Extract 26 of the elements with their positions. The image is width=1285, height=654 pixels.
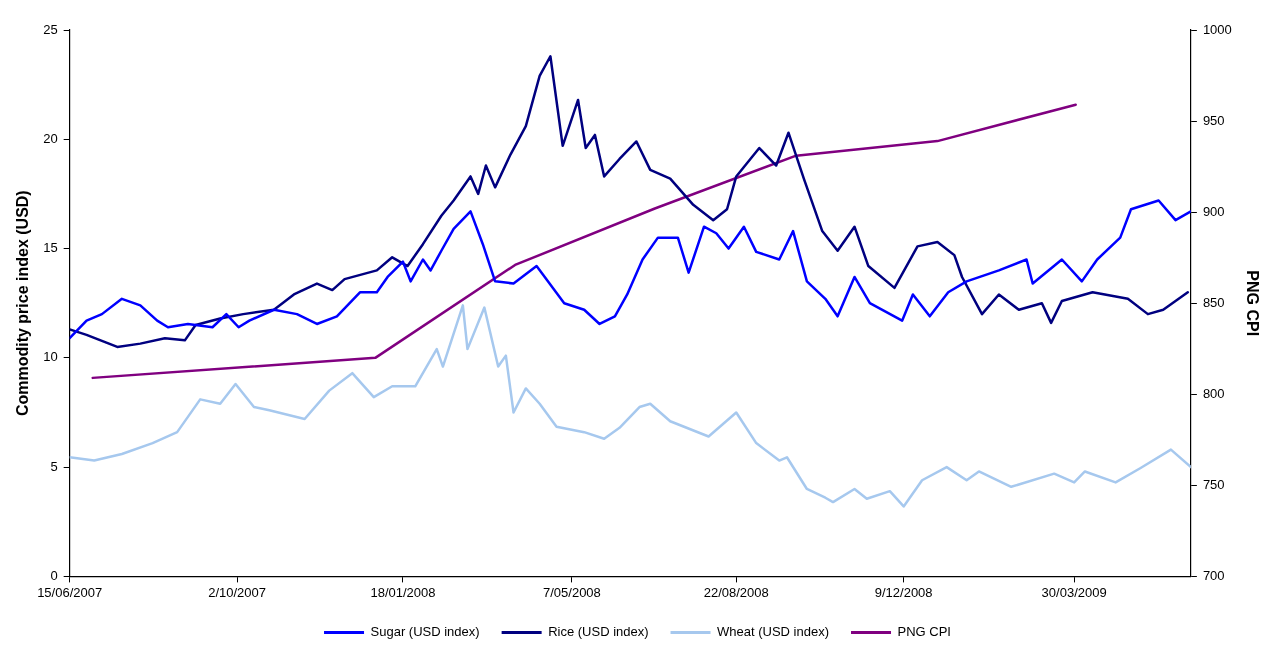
x-tick-label: 30/03/2009	[1041, 584, 1107, 600]
y-tick-label: 25	[43, 21, 58, 37]
legend-label: Sugar (USD index)	[370, 624, 480, 640]
y2-tick-label: 1000	[1202, 21, 1232, 37]
x-tick-label: 15/06/2007	[37, 584, 103, 600]
legend-label: Rice (USD index)	[548, 624, 649, 640]
legend-label: PNG CPI	[897, 624, 951, 640]
x-tick-label: 22/08/2008	[703, 584, 769, 600]
y2-tick-label: 700	[1202, 567, 1225, 583]
y-tick-label: 10	[43, 349, 58, 365]
y-tick-label: 20	[43, 130, 58, 146]
legend-label: Wheat (USD index)	[717, 624, 830, 640]
y2-tick-label: 900	[1202, 203, 1225, 219]
x-tick-label: 9/12/2008	[874, 584, 933, 600]
y-axis-title: Commodity price index (USD)	[14, 190, 32, 417]
x-tick-label: 18/01/2008	[370, 584, 436, 600]
y-tick-label: 5	[50, 458, 58, 474]
y2-tick-label: 750	[1202, 476, 1225, 492]
y-tick-label: 0	[50, 567, 58, 583]
x-tick-label: 2/10/2007	[208, 584, 266, 600]
y2-axis-title: PNG CPI	[1243, 270, 1261, 337]
x-tick-label: 7/05/2008	[542, 584, 601, 600]
y2-tick-label: 800	[1202, 385, 1225, 401]
y2-tick-label: 950	[1202, 112, 1225, 128]
y-tick-label: 15	[43, 240, 58, 256]
y2-tick-label: 850	[1202, 294, 1225, 310]
